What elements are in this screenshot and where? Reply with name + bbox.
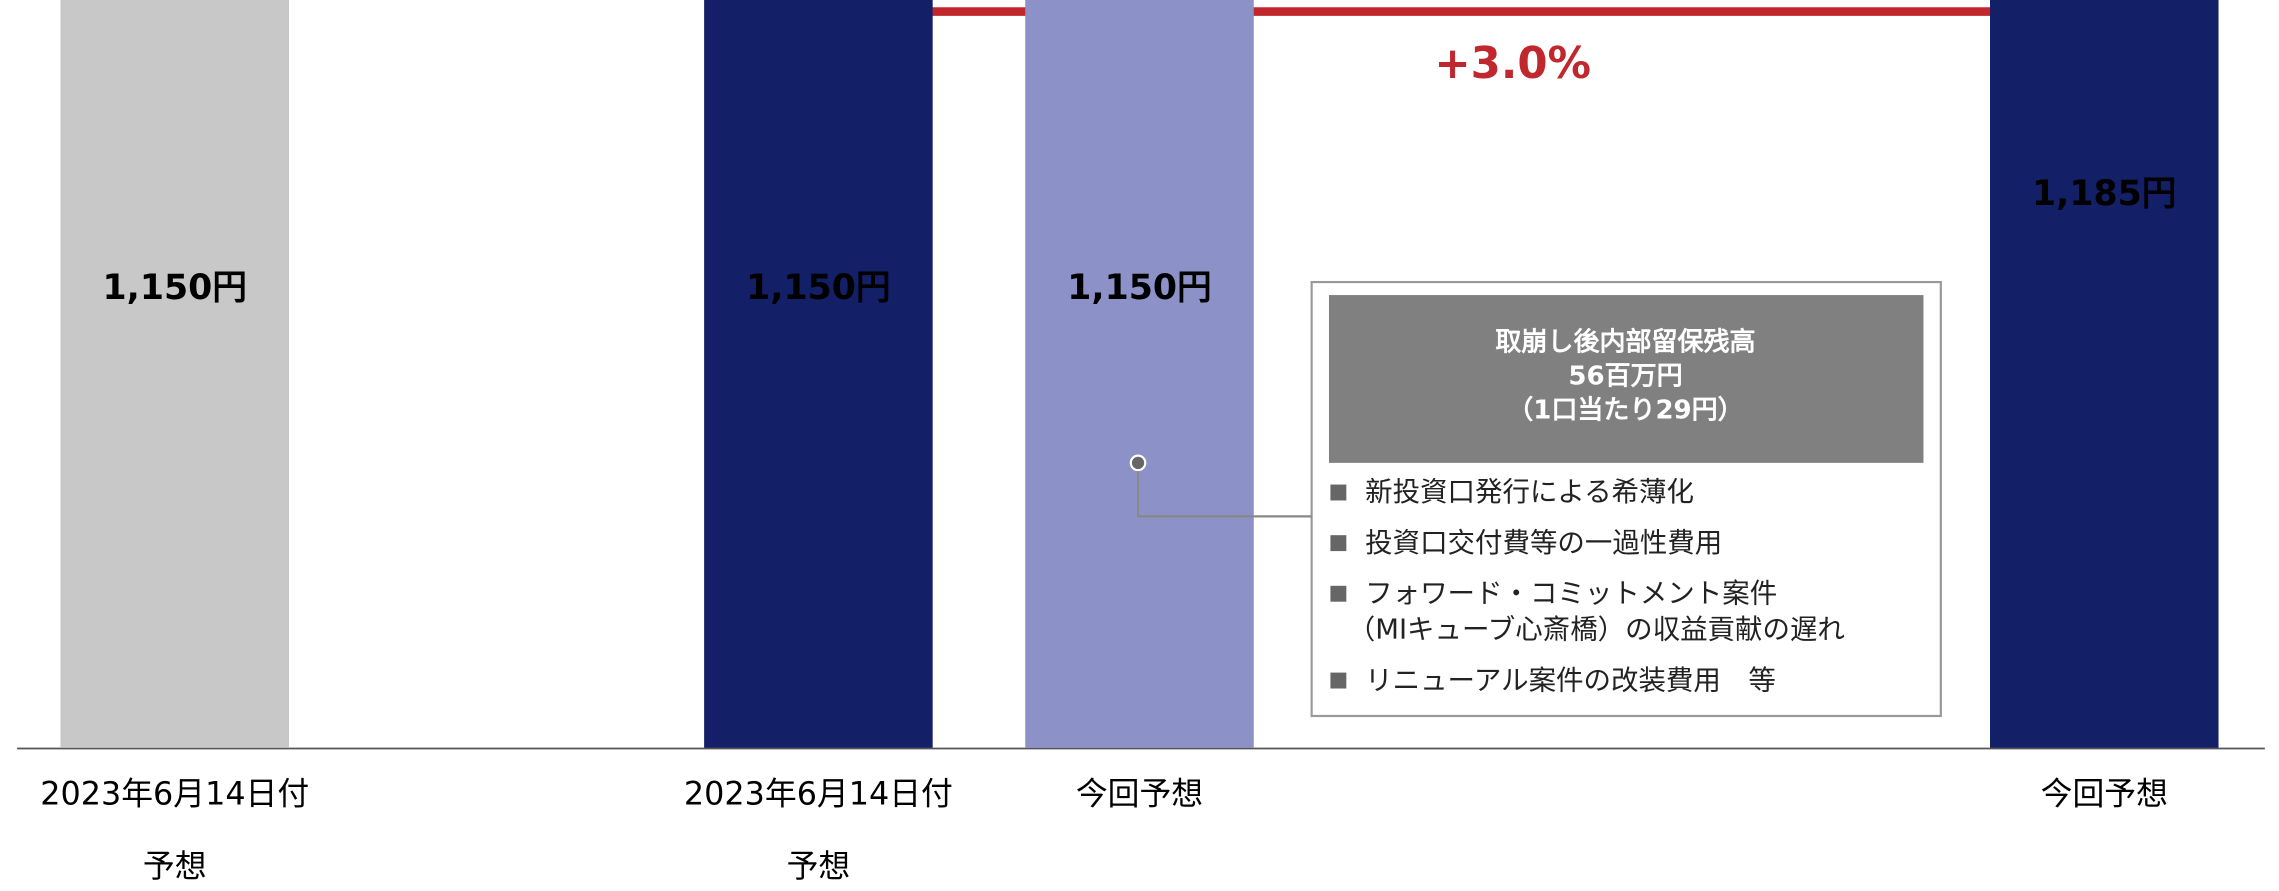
callout-item: 新投資口発行による希薄化	[1365, 476, 1694, 508]
leader-line	[1136, 462, 1312, 518]
callout-item: リニューアル案件の改装費用 等	[1365, 664, 1776, 696]
bar-segment	[1990, 0, 2219, 748]
bar-segment	[1025, 0, 1254, 748]
x-tick-label: 今回予想	[2041, 775, 2168, 813]
x-tick-label: 2023年6月14日付	[684, 775, 953, 813]
bar-segment	[704, 0, 933, 748]
total-label: 1,150円	[1067, 268, 1211, 308]
callout-header-text: （1口当たり29円）	[1507, 395, 1743, 425]
callout-item: フォワード・コミットメント案件	[1365, 577, 1777, 609]
x-tick-label: 2023年6月14日付	[40, 775, 309, 813]
x-tick-label: 今回予想	[1076, 775, 1203, 813]
leader-dot	[1129, 454, 1147, 472]
total-label: 1,150円	[746, 268, 890, 308]
bullet	[1330, 484, 1347, 501]
bar-segment	[60, 0, 289, 748]
bullet	[1330, 672, 1347, 689]
callout-item: 投資口交付費等の一過性費用	[1365, 527, 1722, 559]
total-label: 1,150円	[102, 268, 246, 308]
callout-header	[1328, 295, 1924, 463]
bullet	[1330, 585, 1347, 602]
callout-header-text: 56百万円	[1568, 361, 1682, 391]
x-tick-label: 予想	[143, 847, 207, 885]
x-tick-label: 予想	[787, 847, 851, 885]
total-label: 1,185円	[2032, 174, 2176, 214]
callout-header-text: 取崩し後内部留保残高	[1495, 326, 1755, 357]
callout-item: （MIキューブ心斎橋）の収益貢献の遅れ	[1348, 614, 1845, 646]
change-label: +3.0%	[1434, 39, 1591, 89]
bullet	[1330, 535, 1347, 552]
